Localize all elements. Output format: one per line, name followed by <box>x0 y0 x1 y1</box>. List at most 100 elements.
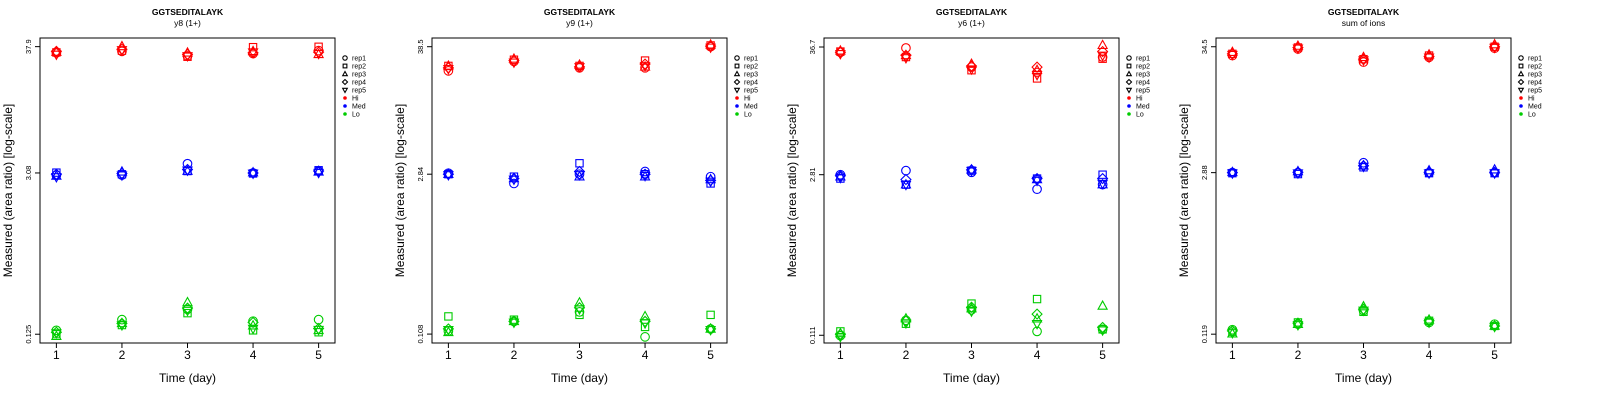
data-point <box>1226 50 1238 61</box>
y-tick-label: 36.7 <box>808 40 817 55</box>
data-point <box>1097 39 1109 50</box>
legend-label: Hi <box>1136 96 1143 103</box>
data-point <box>313 314 324 325</box>
data-point <box>1489 169 1501 180</box>
legend-label: Hi <box>1528 96 1535 103</box>
legend-label: Med <box>1136 104 1150 111</box>
data-point <box>1489 322 1501 333</box>
data-point <box>705 325 717 336</box>
legend-marker <box>1125 87 1133 94</box>
data-point <box>834 50 846 60</box>
data-point <box>443 65 454 76</box>
legend-marker <box>1519 112 1523 116</box>
legend-marker <box>1126 63 1132 69</box>
legend-marker <box>1519 104 1523 108</box>
x-tick-label: 5 <box>1099 348 1106 362</box>
data-point <box>639 62 651 72</box>
data-point <box>901 165 911 176</box>
legend-marker <box>1519 96 1523 100</box>
legend-marker <box>1125 70 1133 77</box>
data-point <box>1097 299 1109 310</box>
data-point <box>834 173 846 184</box>
legend-label: rep4 <box>744 80 758 87</box>
data-point <box>901 43 911 53</box>
data-point <box>574 169 585 180</box>
y-tick-label: 0.111 <box>808 326 817 344</box>
y-axis-label: Measured (area ratio) [log-scale] <box>1177 104 1191 277</box>
legend-label: rep3 <box>1136 72 1150 79</box>
data-point <box>965 60 978 72</box>
data-point <box>1097 324 1108 335</box>
data-point <box>574 307 585 317</box>
x-tick-label: 2 <box>119 348 126 362</box>
legend-marker <box>733 70 741 77</box>
legend-label: Lo <box>352 112 360 119</box>
data-point <box>834 332 846 343</box>
x-tick-label: 3 <box>184 348 191 362</box>
data-point <box>313 168 325 179</box>
legend-label: rep5 <box>352 88 366 95</box>
legend-label: rep4 <box>352 80 366 87</box>
y-tick-label: 2.88 <box>1200 165 1209 180</box>
data-point <box>50 45 63 58</box>
data-point <box>1032 294 1042 304</box>
data-point <box>1031 70 1043 81</box>
data-point <box>248 42 258 52</box>
legend-label: Med <box>744 104 758 111</box>
data-point <box>639 171 651 182</box>
data-point <box>900 49 912 62</box>
x-axis-label: Time (day) <box>943 371 1000 385</box>
data-point <box>1096 45 1109 58</box>
data-point <box>1489 43 1501 54</box>
legend-marker <box>734 55 740 61</box>
data-point <box>1097 179 1109 190</box>
data-point <box>117 314 127 325</box>
data-point <box>1098 54 1107 63</box>
data-point <box>1358 56 1369 67</box>
x-tick-label: 5 <box>707 348 714 362</box>
data-point <box>508 175 520 186</box>
data-point <box>183 308 192 318</box>
data-point <box>574 63 585 73</box>
data-point <box>900 173 912 186</box>
legend-marker <box>1518 55 1524 61</box>
data-point <box>1031 308 1043 320</box>
data-point <box>116 171 128 182</box>
data-point <box>182 166 193 177</box>
legend-label: rep2 <box>1136 64 1150 71</box>
legend-label: Lo <box>1136 112 1144 119</box>
legend-marker <box>341 70 349 77</box>
legend-marker <box>1127 112 1131 116</box>
data-point <box>1358 162 1369 173</box>
data-point <box>706 310 715 320</box>
data-point <box>705 43 717 54</box>
x-tick-label: 5 <box>1491 348 1498 362</box>
data-point <box>313 325 325 336</box>
chart-title: GGTSEDITALAYK <box>152 7 224 17</box>
data-point <box>313 49 325 60</box>
data-point <box>640 62 650 73</box>
data-point <box>444 312 453 321</box>
data-point <box>247 169 259 180</box>
data-point <box>1292 44 1304 55</box>
y-axis-label: Measured (area ratio) [log-scale] <box>393 104 407 277</box>
y-tick-label: 3.08 <box>24 166 33 181</box>
data-point <box>247 316 259 329</box>
y-tick-label: 38.5 <box>416 39 425 54</box>
legend-label: rep5 <box>1528 88 1542 95</box>
data-point <box>116 40 128 51</box>
data-point <box>900 54 912 64</box>
data-point <box>834 170 846 181</box>
x-tick-label: 1 <box>53 348 60 362</box>
data-point <box>834 328 847 341</box>
data-point <box>965 301 978 313</box>
data-point <box>50 50 62 61</box>
legend-marker <box>735 112 739 116</box>
x-tick-label: 4 <box>1426 348 1433 362</box>
data-point <box>442 325 454 336</box>
legend-label: rep5 <box>1136 88 1150 95</box>
